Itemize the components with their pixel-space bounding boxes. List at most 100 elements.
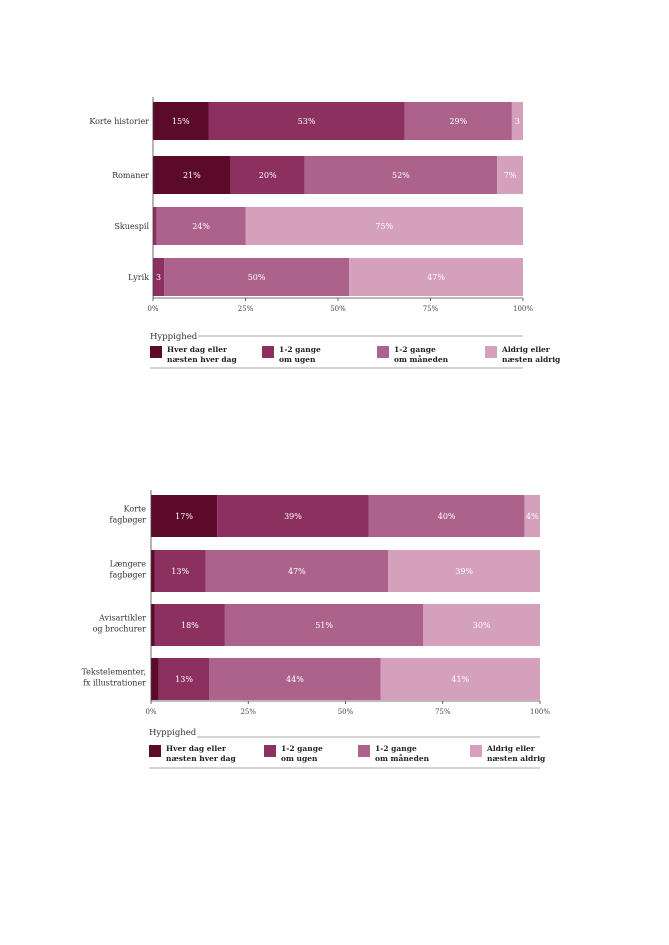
category-label: Længere	[110, 560, 147, 569]
legend-swatch	[264, 745, 276, 757]
data-label: 4%	[526, 512, 539, 521]
data-label: 7%	[504, 171, 517, 180]
category-label: fagbøger	[110, 571, 147, 580]
x-tick-label: 50%	[338, 708, 354, 716]
bar-segment	[524, 495, 540, 537]
data-label: 20%	[259, 171, 277, 180]
category-label: Tekstelementer,	[81, 668, 146, 677]
data-label: 24%	[192, 222, 210, 231]
bar-segment	[151, 550, 155, 592]
data-label: 18%	[181, 621, 199, 630]
x-tick-label: 25%	[240, 708, 256, 716]
bar-segment	[205, 550, 389, 592]
x-tick-label: 75%	[435, 708, 451, 716]
legend-swatch	[262, 346, 274, 358]
legend-label: næsten aldrig	[487, 754, 546, 763]
legend-label: 1-2 gange	[281, 744, 323, 753]
bar-segment	[217, 495, 369, 537]
legend-swatch	[470, 745, 482, 757]
data-label: 21%	[183, 171, 201, 180]
data-label: 3	[156, 273, 161, 282]
x-tick-label: 75%	[423, 305, 439, 313]
bar-segment	[151, 604, 155, 646]
data-label: 47%	[427, 273, 445, 282]
legend-swatch	[377, 346, 389, 358]
bar-segment	[153, 156, 231, 194]
bar-segment	[153, 102, 209, 140]
bar-segment	[511, 102, 523, 140]
x-tick-label: 25%	[238, 305, 254, 313]
chart-2: 17% 39% 40% 4% Korte fagbøger 13% 47% 39% Længere…	[81, 490, 550, 769]
legend-label: Hver dag eller	[167, 345, 228, 354]
category-label: Avisartikler	[98, 614, 146, 623]
category-label: Lyrik	[128, 273, 149, 282]
bar-segment	[208, 102, 405, 140]
bar-segment	[151, 495, 218, 537]
legend-label: Hver dag eller	[166, 744, 227, 753]
legend-label: 1-2 gange	[279, 345, 321, 354]
legend-swatch	[485, 346, 497, 358]
x-tick-label: 100%	[513, 305, 533, 313]
bar-segment	[368, 495, 525, 537]
category-label: Korte historier	[89, 117, 149, 126]
data-label: 17%	[175, 512, 193, 521]
bar-segment	[154, 550, 206, 592]
bar-segment	[154, 604, 225, 646]
bar-segment	[158, 658, 210, 700]
legend-swatch	[150, 346, 162, 358]
legend-label: om måneden	[394, 355, 449, 364]
bar-segment	[245, 207, 523, 245]
bar-segment	[156, 207, 246, 245]
legend-label: næsten aldrig	[502, 355, 561, 364]
data-label: 41%	[451, 675, 469, 684]
data-label: 39%	[284, 512, 302, 521]
data-label: 39%	[455, 567, 473, 576]
bar-segment	[497, 156, 523, 194]
data-label: 50%	[248, 273, 266, 282]
legend-label: Aldrig eller	[486, 744, 536, 753]
category-label: og brochurer	[93, 625, 147, 634]
bar-segment	[164, 258, 350, 296]
bar-segment	[209, 658, 381, 700]
bar-segment	[230, 156, 305, 194]
bar-segment	[153, 207, 157, 245]
x-tick-label: 0%	[147, 305, 158, 313]
legend-label: Aldrig eller	[501, 345, 551, 354]
category-label: Romaner	[112, 171, 149, 180]
data-label: 29%	[449, 117, 467, 126]
data-label: 40%	[438, 512, 456, 521]
data-label: 13%	[171, 567, 189, 576]
bar-segment	[349, 258, 523, 296]
category-label: fagbøger	[110, 516, 147, 525]
category-label: Korte	[124, 505, 147, 514]
data-label: 3	[515, 117, 520, 126]
x-tick-label: 100%	[530, 708, 550, 716]
legend-label: om måneden	[375, 754, 430, 763]
category-label: Skuespil	[114, 222, 149, 231]
data-label: 15%	[172, 117, 190, 126]
data-label: 13%	[175, 675, 193, 684]
bar-segment	[151, 658, 159, 700]
legend-label: 1-2 gange	[375, 744, 417, 753]
x-tick-label: 50%	[330, 305, 346, 313]
data-label: 52%	[392, 171, 410, 180]
legend-label: om ugen	[279, 355, 316, 364]
data-label: 75%	[375, 222, 393, 231]
bar-segment	[153, 258, 165, 296]
legend-swatch	[358, 745, 370, 757]
chart-1: 15% 53% 29% 3 Korte historier 21% 20% 52% 7% Roma…	[89, 97, 561, 369]
legend-title: Hyppighed	[150, 332, 198, 342]
bar-segment	[304, 156, 498, 194]
data-label: 44%	[286, 675, 304, 684]
bar-segment	[423, 604, 540, 646]
bar-segment	[380, 658, 540, 700]
legend-label: næsten hver dag	[167, 355, 238, 364]
bar-segment	[224, 604, 424, 646]
legend-swatch	[149, 745, 161, 757]
data-label: 47%	[288, 567, 306, 576]
bar-segment	[388, 550, 540, 592]
data-label: 51%	[315, 621, 333, 630]
legend-label: 1-2 gange	[394, 345, 436, 354]
legend-label: næsten hver dag	[166, 754, 237, 763]
